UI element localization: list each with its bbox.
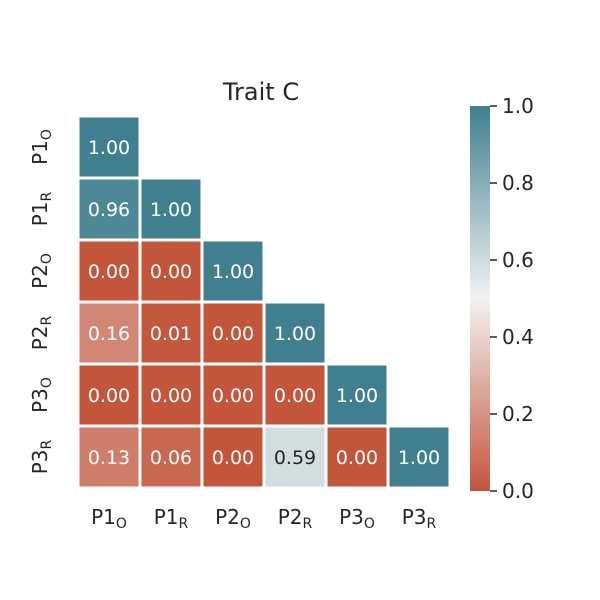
x-tick-label: P3O (339, 505, 375, 532)
heatmap-cell (203, 241, 263, 301)
heatmap-cell (203, 303, 263, 363)
heatmap-cells: 1.00 0.96 1.00 0.00 0.00 1.00 0.16 0.01 0.00 1.00… (79, 117, 449, 487)
heatmap-cell (327, 427, 387, 487)
heatmap-cell-label: 0.00 (274, 385, 316, 407)
x-tick-label: P2R (278, 505, 313, 532)
x-tick-label: P3R (402, 505, 437, 532)
heatmap-cell (265, 303, 325, 363)
heatmap-cell (79, 365, 139, 425)
heatmap-cell-label: 1.00 (274, 323, 316, 345)
heatmap-cell-label: 0.00 (88, 261, 130, 283)
x-tick-label: P1R (154, 505, 189, 532)
heatmap-cell (79, 303, 139, 363)
colorbar-tick-label: 1.0 (502, 94, 534, 118)
heatmap-cell-label: 0.00 (88, 385, 130, 407)
y-tick-label: P2R (28, 315, 55, 350)
x-tick-label: P2O (215, 505, 251, 532)
heatmap-cell-label: 0.59 (274, 447, 316, 469)
heatmap-cell (79, 179, 139, 239)
y-tick-label: P3O (28, 377, 55, 413)
heatmap-cell-label: 0.00 (212, 447, 254, 469)
colorbar-tick-label: 0.8 (502, 171, 534, 195)
heatmap-cell-label: 1.00 (336, 385, 378, 407)
heatmap-cell (327, 365, 387, 425)
y-axis-tick-labels: P1O P1R P2O P2R P3O P3R (28, 129, 55, 474)
x-axis-tick-labels: P1O P1R P2O P2R P3O P3R (91, 505, 436, 532)
y-tick-label: P3R (28, 439, 55, 474)
heatmap-cell (79, 427, 139, 487)
heatmap-cell (265, 427, 325, 487)
heatmap-cell (141, 303, 201, 363)
heatmap-cell-label: 0.00 (150, 261, 192, 283)
heatmap-cell-label: 0.00 (336, 447, 378, 469)
heatmap-cell-label: 1.00 (150, 199, 192, 221)
colorbar-tick-label: 0.4 (502, 325, 534, 349)
colorbar-tick-label: 0.6 (502, 248, 534, 272)
heatmap-cell-label: 0.96 (88, 199, 130, 221)
heatmap-cell-label: 0.00 (150, 385, 192, 407)
colorbar-tick-label: 0.0 (502, 479, 534, 503)
heatmap-cell (265, 365, 325, 425)
heatmap-cell-label: 1.00 (88, 137, 130, 159)
colorbar: 0.0 0.2 0.4 0.6 0.8 1.0 (470, 94, 534, 503)
heatmap-cell (79, 117, 139, 177)
heatmap-cell-label: 1.00 (398, 447, 440, 469)
x-tick-label: P1O (91, 505, 127, 532)
heatmap-cell (203, 365, 263, 425)
y-tick-label: P1R (28, 191, 55, 226)
heatmap-cell-label: 0.06 (150, 447, 192, 469)
heatmap-cell-label: 1.00 (212, 261, 254, 283)
chart-title: Trait C (222, 78, 299, 106)
heatmap-cell (389, 427, 449, 487)
heatmap-cell-label: 0.01 (150, 323, 192, 345)
heatmap-cell-label: 0.00 (212, 385, 254, 407)
y-tick-label: P1O (28, 129, 55, 165)
heatmap-cell (79, 241, 139, 301)
colorbar-gradient (470, 106, 490, 491)
heatmap-cell-label: 0.16 (88, 323, 130, 345)
heatmap-cell-label: 0.00 (212, 323, 254, 345)
heatmap-cell (203, 427, 263, 487)
heatmap-cell (141, 427, 201, 487)
heatmap-cell (141, 365, 201, 425)
heatmap-cell-label: 0.13 (88, 447, 130, 469)
y-tick-label: P2O (28, 253, 55, 289)
colorbar-tick-label: 0.2 (502, 402, 534, 426)
heatmap-cell (141, 241, 201, 301)
heatmap-cell (141, 179, 201, 239)
